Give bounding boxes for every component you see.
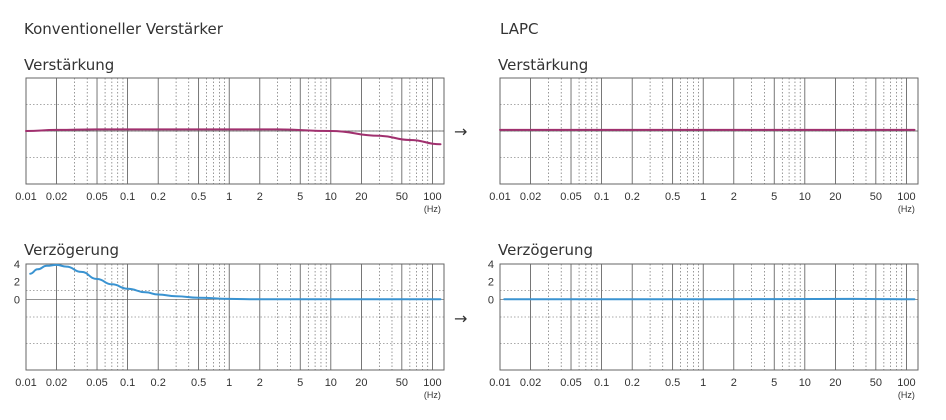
x-tick-label: 0.01 [15,377,36,389]
y-tick-label: 2 [488,277,494,289]
x-tick-label: 0.05 [560,191,581,203]
x-tick-label: 1 [700,191,706,203]
x-tick-label: 0.02 [520,191,541,203]
x-tick-label: 0.05 [86,377,107,389]
x-tick-label: 0.2 [625,377,640,389]
x-tick-label: 1 [700,377,706,389]
x-unit-label: (Hz) [898,204,915,214]
plot-frame [25,263,445,371]
chart-conventional-gain: Verstärkung 0.01 0.02 0.05 0.1 0.2 0.5 1 2 5 10 20 5… [15,56,445,214]
x-unit-label: (Hz) [424,390,441,400]
x-tick-label: 0.5 [191,377,206,389]
x-tick-label: 5 [771,191,777,203]
x-tick-label: 100 [897,191,915,203]
x-tick-label: 10 [799,191,811,203]
x-tick-label: 1 [226,191,232,203]
x-unit-label: (Hz) [898,390,915,400]
x-tick-label: 0.01 [489,377,510,389]
x-tick-label: 5 [297,191,303,203]
grid [26,264,444,370]
x-tick-label: 2 [257,191,263,203]
x-tick-label: 0.5 [665,377,680,389]
y-tick-label: 0 [488,294,494,306]
x-tick-label: 100 [423,377,441,389]
x-tick-label: 0.5 [191,191,206,203]
x-tick-label: 2 [731,191,737,203]
chart-lapc-gain: Verstärkung 0.01 0.02 0.05 0.1 0.2 0.5 1 2 5 10 20 5… [489,56,919,214]
arrow-delay: → [454,309,467,328]
x-tick-label: 0.2 [151,191,166,203]
chart-title: Verzögerung [24,241,119,259]
x-tick-label: 0.02 [46,191,67,203]
x-tick-label: 0.01 [489,191,510,203]
x-tick-label: 50 [396,191,408,203]
series-line [29,263,442,301]
right-heading: LAPC [500,20,538,38]
plot-frame [499,263,919,371]
x-tick-label: 0.05 [560,377,581,389]
left-heading: Konventioneller Verstärker [24,20,224,38]
x-tick-label: 0.05 [86,191,107,203]
x-tick-label: 0.2 [151,377,166,389]
grid [500,78,918,184]
x-tick-label: 10 [325,191,337,203]
x-tick-label: 20 [829,377,841,389]
x-tick-label: 0.02 [46,377,67,389]
grid [26,78,444,184]
x-tick-label: 5 [297,377,303,389]
plot-frame [499,77,919,185]
y-tick-label: 4 [488,259,494,271]
x-tick-label: 0.5 [665,191,680,203]
x-tick-label: 2 [257,377,263,389]
x-tick-label: 50 [396,377,408,389]
arrow-gain: → [454,122,467,141]
x-tick-label: 50 [870,191,882,203]
x-tick-label: 20 [829,191,841,203]
x-tick-label: 20 [355,191,367,203]
x-tick-label: 50 [870,377,882,389]
series-line [25,128,442,146]
chart-title: Verstärkung [498,56,588,74]
x-tick-label: 20 [355,377,367,389]
y-tick-label: 2 [14,277,20,289]
x-tick-label: 2 [731,377,737,389]
x-unit-label: (Hz) [424,204,441,214]
x-tick-label: 0.1 [594,377,609,389]
chart-title: Verzögerung [498,241,593,259]
x-tick-label: 5 [771,377,777,389]
x-tick-label: 100 [423,191,441,203]
grid [500,264,918,370]
x-tick-label: 100 [897,377,915,389]
y-tick-label: 4 [14,259,20,271]
x-tick-label: 10 [325,377,337,389]
x-tick-label: 10 [799,377,811,389]
x-tick-label: 1 [226,377,232,389]
x-tick-label: 0.01 [15,191,36,203]
x-tick-label: 0.1 [120,191,135,203]
y-tick-label: 0 [14,294,20,306]
x-tick-label: 0.2 [625,191,640,203]
x-tick-label: 0.1 [120,377,135,389]
chart-title: Verstärkung [24,56,114,74]
x-tick-label: 0.02 [520,377,541,389]
x-tick-label: 0.1 [594,191,609,203]
